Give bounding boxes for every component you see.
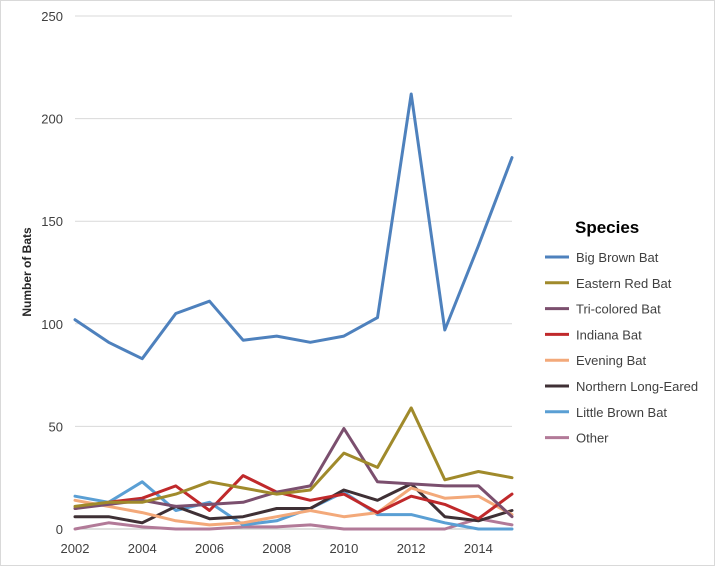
series-line-other bbox=[73, 517, 514, 531]
y-tick-label: 250 bbox=[41, 9, 63, 24]
legend-title: Species bbox=[575, 218, 639, 237]
y-tick-label: 50 bbox=[49, 419, 63, 434]
tick-labels: 0 50 100 150 200 250 2002 2004 2006 2008 2010 2012 2… bbox=[41, 9, 493, 556]
series-line-evening-bat bbox=[73, 486, 514, 527]
x-tick-label: 2014 bbox=[464, 541, 493, 556]
x-tick-label: 2010 bbox=[329, 541, 358, 556]
legend-label-other: Other bbox=[576, 431, 609, 446]
x-tick-label: 2012 bbox=[397, 541, 426, 556]
x-tick-label: 2004 bbox=[128, 541, 157, 556]
series-line-eastern-red-bat bbox=[73, 406, 514, 508]
gridlines bbox=[75, 15, 512, 530]
legend-label-little-brown-bat: Little Brown Bat bbox=[576, 405, 667, 420]
y-axis-title: Number of Bats bbox=[20, 227, 34, 317]
x-tick-label: 2006 bbox=[195, 541, 224, 556]
y-tick-label: 150 bbox=[41, 214, 63, 229]
legend-label-tri-colored-bat: Tri-colored Bat bbox=[576, 302, 661, 317]
x-tick-label: 2002 bbox=[61, 541, 90, 556]
legend-label-evening-bat: Evening Bat bbox=[576, 353, 646, 368]
y-tick-label: 100 bbox=[41, 317, 63, 332]
x-tick-label: 2008 bbox=[262, 541, 291, 556]
series-line-indiana-bat bbox=[73, 474, 514, 521]
series-line-northern-long-eared bbox=[73, 482, 514, 525]
series-line-big-brown-bat bbox=[73, 92, 514, 361]
legend-label-indiana-bat: Indiana Bat bbox=[576, 327, 642, 342]
legend: Species Big Brown Bat Eastern Red Bat Tri-… bbox=[545, 218, 698, 446]
legend-label-eastern-red-bat: Eastern Red Bat bbox=[576, 276, 672, 291]
legend-label-northern-long-eared: Northern Long-Eared bbox=[576, 379, 698, 394]
series-lines bbox=[73, 92, 514, 531]
y-tick-label: 0 bbox=[56, 522, 63, 537]
legend-label-big-brown-bat: Big Brown Bat bbox=[576, 250, 659, 265]
y-tick-label: 200 bbox=[41, 112, 63, 127]
